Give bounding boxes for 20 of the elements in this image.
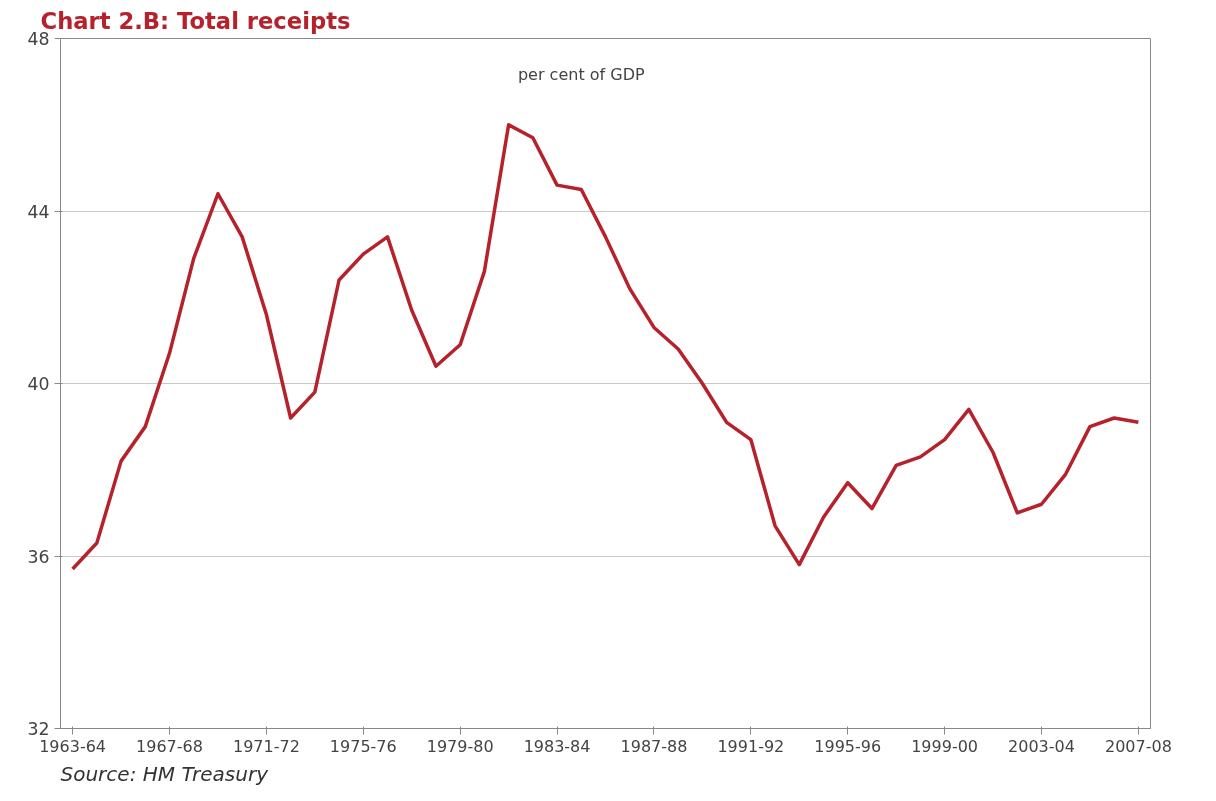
x-tick-label: 1979-80 <box>426 736 494 756</box>
line-series <box>70 123 1141 571</box>
x-tick-label: 1963-64 <box>39 736 107 756</box>
y-tick-label: 36 <box>27 546 50 567</box>
x-tick-label: 1975-76 <box>329 736 397 756</box>
x-tick-label: 1995-96 <box>814 736 882 756</box>
x-tick-label: 1971-72 <box>232 736 300 756</box>
annotation: per cent of GDP <box>517 64 645 84</box>
x-tick-label: 2003-04 <box>1008 736 1075 756</box>
y-tick-label: 40 <box>27 374 50 394</box>
x-tick-label: 2007-08 <box>1104 736 1172 756</box>
x-tick-label: 1999-00 <box>911 736 979 756</box>
x-tick-label: 1987-88 <box>620 736 688 756</box>
x-tick-label: 1983-84 <box>523 736 591 756</box>
y-tick-label: 48 <box>27 29 50 49</box>
x-tick-label: 1991-92 <box>717 736 785 756</box>
y-tick-label: 44 <box>27 201 50 222</box>
source-note: Source: HM Treasury <box>60 761 270 786</box>
y-tick-label: 32 <box>27 719 50 739</box>
x-tick-label: 1967-68 <box>136 736 203 756</box>
